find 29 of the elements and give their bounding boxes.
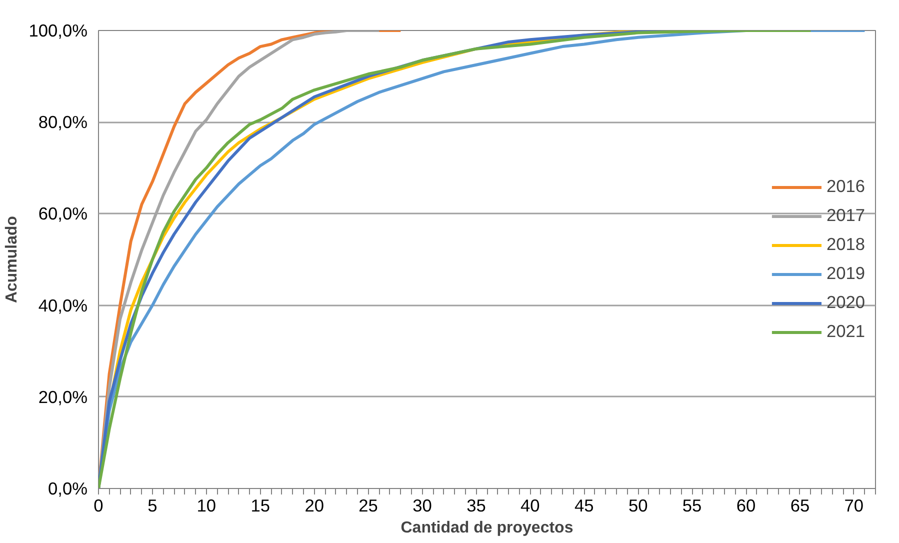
legend-label: 2021 [826, 321, 865, 342]
x-tick-label: 55 [682, 496, 702, 516]
x-tick-label: 70 [844, 496, 864, 516]
x-tick-label: 10 [196, 496, 216, 516]
x-axis-title: Cantidad de proyectos [400, 520, 574, 536]
x-tick-label: 25 [358, 496, 378, 516]
x-tick-label: 50 [628, 496, 648, 516]
x-tick-label: 20 [304, 496, 324, 516]
x-tick-label: 5 [148, 496, 158, 516]
x-tick-label: 40 [520, 496, 540, 516]
y-axis-title: Acumulado [4, 216, 21, 304]
x-tick-label: 15 [250, 496, 270, 516]
x-tick-label: 45 [574, 496, 594, 516]
legend-label: 2019 [826, 263, 865, 284]
x-tick-label: 60 [736, 496, 756, 516]
legend-label: 2016 [826, 176, 865, 197]
y-tick-label: 60,0% [38, 204, 88, 224]
y-tick-label: 40,0% [38, 295, 88, 316]
y-tick-label: 80,0% [38, 112, 88, 132]
legend-label: 2020 [826, 292, 865, 313]
x-tick-label: 0 [94, 496, 104, 516]
x-tick-label: 30 [412, 496, 432, 516]
y-tick-label: 0,0% [48, 478, 88, 498]
y-tick-label: 20,0% [38, 386, 88, 407]
x-tick-label: 35 [466, 496, 486, 516]
x-tick-label: 65 [790, 496, 810, 516]
legend-label: 2017 [826, 205, 865, 226]
legend-label: 2018 [826, 234, 865, 255]
y-tick-label: 100,0% [28, 20, 88, 40]
